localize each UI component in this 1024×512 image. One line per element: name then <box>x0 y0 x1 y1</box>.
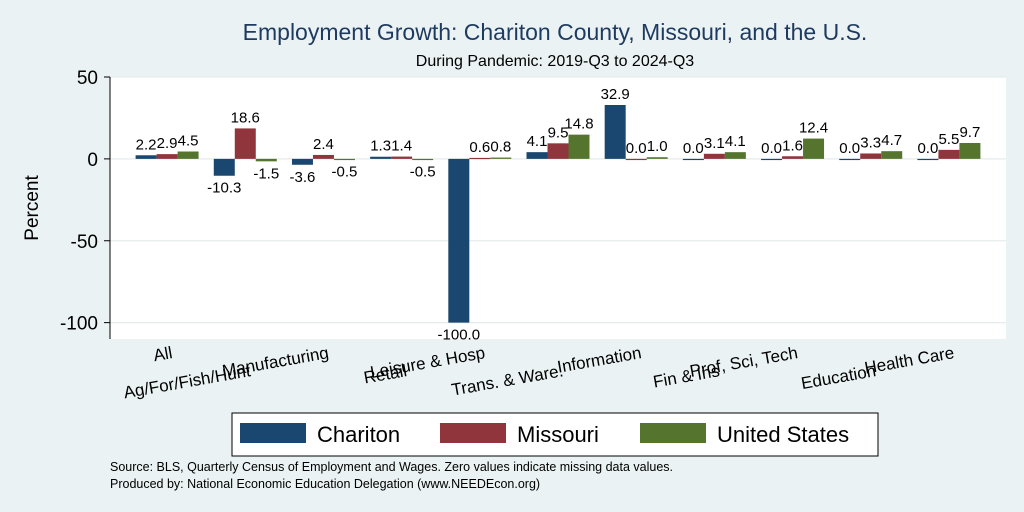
bar-missouri <box>312 154 334 159</box>
chart-subtitle: During Pandemic: 2019-Q3 to 2024-Q3 <box>416 53 694 70</box>
bar-chariton <box>839 158 861 161</box>
data-label: 0.0 <box>626 140 647 157</box>
bar-chariton <box>213 158 235 176</box>
legend-label: Missouri <box>517 422 599 447</box>
producer-note: Produced by: National Economic Education… <box>110 477 540 491</box>
bar-missouri <box>860 153 882 159</box>
data-label: 2.9 <box>157 135 178 152</box>
y-tick-label: 50 <box>77 68 98 89</box>
data-label: 0.6 <box>469 139 490 156</box>
data-label: 4.7 <box>881 132 902 149</box>
data-label: 1.3 <box>370 138 391 155</box>
data-label: 0.0 <box>683 140 704 157</box>
bar-missouri <box>391 156 413 159</box>
bar-united-states <box>959 142 981 159</box>
bar-united-states <box>646 157 668 159</box>
bar-chariton <box>291 158 313 165</box>
data-label: 4.1 <box>527 133 548 150</box>
legend-swatch <box>440 423 506 443</box>
data-label: 32.9 <box>601 86 630 103</box>
bar-missouri <box>938 149 960 159</box>
data-label: 0.8 <box>490 139 511 156</box>
bar-missouri <box>703 153 725 159</box>
bar-united-states <box>803 138 825 159</box>
bar-missouri <box>547 143 569 159</box>
bar-united-states <box>490 157 512 159</box>
bar-missouri <box>625 158 647 161</box>
data-label: 4.5 <box>178 133 199 150</box>
data-label: 18.6 <box>231 109 260 126</box>
chart-title: Employment Growth: Chariton County, Miss… <box>243 19 868 45</box>
source-note: Source: BLS, Quarterly Census of Employm… <box>110 460 673 474</box>
data-label: 1.6 <box>782 137 803 154</box>
bar-chariton <box>761 158 783 161</box>
data-label: 1.0 <box>647 138 668 155</box>
bar-united-states <box>568 134 590 159</box>
data-label: 3.3 <box>860 134 881 151</box>
category-label: Prof, Sci, Tech <box>688 343 799 381</box>
category-label: Health Care <box>863 343 956 377</box>
bar-missouri <box>156 154 178 159</box>
bar-united-states <box>255 158 277 162</box>
y-tick-label: -100 <box>60 314 98 335</box>
data-label: 4.1 <box>725 133 746 150</box>
bar-united-states <box>881 151 903 159</box>
data-label: 9.7 <box>959 124 980 141</box>
bar-chariton <box>526 152 548 159</box>
data-label: 0.0 <box>917 140 938 157</box>
data-label: 1.4 <box>391 138 412 155</box>
legend-swatch <box>240 423 306 443</box>
category-label: Manufacturing <box>221 343 330 380</box>
data-label: -3.6 <box>290 169 316 186</box>
legend-box <box>231 412 879 457</box>
data-label: 3.1 <box>704 135 725 152</box>
bar-missouri <box>234 128 256 159</box>
bar-chariton <box>370 156 392 159</box>
bar-chariton <box>135 155 157 159</box>
data-label: 12.4 <box>799 120 828 137</box>
bar-united-states <box>724 152 746 159</box>
y-tick-label: -50 <box>71 232 98 253</box>
data-label: 14.8 <box>564 116 593 133</box>
category-label: Leisure & Hosp <box>369 343 487 382</box>
y-tick-label: 0 <box>87 150 98 171</box>
legend-swatch <box>640 423 706 443</box>
data-label: 5.5 <box>938 131 959 148</box>
bar-missouri <box>469 157 491 160</box>
data-label: 9.5 <box>548 124 569 141</box>
bar-chariton <box>604 105 626 159</box>
data-label: 0.0 <box>761 140 782 157</box>
data-label: -0.5 <box>410 164 436 181</box>
bar-united-states <box>333 158 355 161</box>
data-label: -10.3 <box>207 180 241 197</box>
data-label: -0.5 <box>332 164 358 181</box>
data-label: 0.0 <box>839 140 860 157</box>
bar-missouri <box>782 156 804 159</box>
legend-label: Chariton <box>317 422 400 447</box>
category-label: All <box>152 343 174 365</box>
data-label: -1.5 <box>253 165 279 182</box>
data-label: -100.0 <box>438 327 481 344</box>
y-axis-label: Percent <box>22 175 43 241</box>
bar-chariton <box>448 158 470 323</box>
bar-united-states <box>177 151 199 159</box>
plot-area <box>110 77 1006 339</box>
data-label: 2.4 <box>313 136 334 153</box>
legend-label: United States <box>717 422 849 447</box>
data-label: 2.2 <box>136 136 157 153</box>
category-label: Information <box>556 343 643 376</box>
bar-united-states <box>412 158 434 161</box>
category-label: Trans. & Ware. <box>450 361 565 399</box>
bar-chariton <box>682 158 704 161</box>
bar-chariton <box>917 158 939 161</box>
